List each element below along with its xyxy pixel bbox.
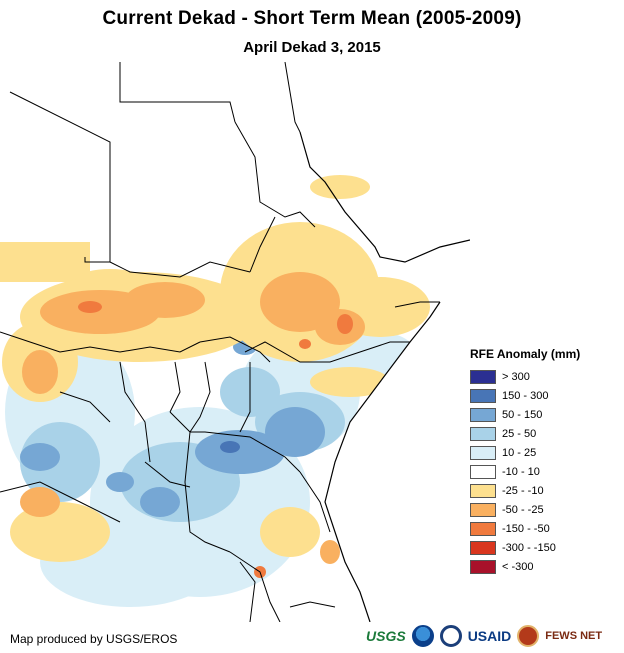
- anomaly-areas-orange: [78, 301, 353, 578]
- legend-swatch: [470, 426, 496, 441]
- map-subtitle: April Dekad 3, 2015: [243, 39, 381, 56]
- legend-swatch: [470, 388, 496, 403]
- fews-net-logo: FEWS NET: [545, 630, 603, 642]
- legend-item: -25 - -10: [470, 481, 620, 500]
- legend-label: -25 - -10: [502, 484, 544, 497]
- usaid-logo: USAID: [467, 628, 512, 644]
- legend-item: -300 - -150: [470, 538, 620, 557]
- legend-label: 50 - 150: [502, 408, 543, 421]
- legend-label: -10 - 10: [502, 465, 540, 478]
- fews-net-logo-icon: [517, 625, 540, 647]
- coastline: [299, 131, 470, 622]
- red-sea-coast: [284, 62, 301, 133]
- legend-title: RFE Anomaly (mm): [470, 347, 581, 361]
- legend-swatch: [470, 521, 496, 536]
- map-title: Current Dekad - Short Term Mean (2005-20…: [102, 8, 522, 29]
- partner-logos: USGS USAID FEWS NET: [366, 622, 616, 650]
- legend-label: < -300: [502, 560, 534, 573]
- legend-label: 150 - 300: [502, 389, 549, 402]
- legend-label: 10 - 25: [502, 446, 537, 459]
- legend-label: -150 - -50: [502, 522, 550, 535]
- legend-item: -150 - -50: [470, 519, 620, 538]
- legend-swatch: [470, 502, 496, 517]
- noaa-logo-icon: [411, 625, 434, 647]
- legend-swatch: [470, 483, 496, 498]
- seal-logo-icon: [439, 625, 462, 647]
- indian-ocean: [325, 242, 470, 622]
- legend: RFE Anomaly (mm) > 300 150 - 300 50 - 15…: [470, 347, 620, 576]
- legend-item: < -300: [470, 557, 620, 576]
- legend-swatch: [470, 464, 496, 479]
- legend-item: -10 - 10: [470, 462, 620, 481]
- legend-label: 25 - 50: [502, 427, 537, 440]
- legend-swatch: [470, 559, 496, 574]
- legend-item: 150 - 300: [470, 386, 620, 405]
- country-borders: [0, 62, 440, 622]
- legend-swatch: [470, 369, 496, 384]
- legend-item: -50 - -25: [470, 500, 620, 519]
- legend-swatch: [470, 407, 496, 422]
- legend-item: 10 - 25: [470, 443, 620, 462]
- map-credit: Map produced by USGS/EROS: [10, 632, 178, 646]
- legend-label: -300 - -150: [502, 541, 556, 554]
- legend-swatch: [470, 445, 496, 460]
- legend-label: -50 - -25: [502, 503, 544, 516]
- legend-label: > 300: [502, 370, 530, 383]
- legend-swatch: [470, 540, 496, 555]
- legend-item: > 300: [470, 367, 620, 386]
- usgs-logo: USGS: [366, 628, 406, 644]
- anomaly-map: [0, 62, 470, 622]
- legend-item: 25 - 50: [470, 424, 620, 443]
- legend-item: 50 - 150: [470, 405, 620, 424]
